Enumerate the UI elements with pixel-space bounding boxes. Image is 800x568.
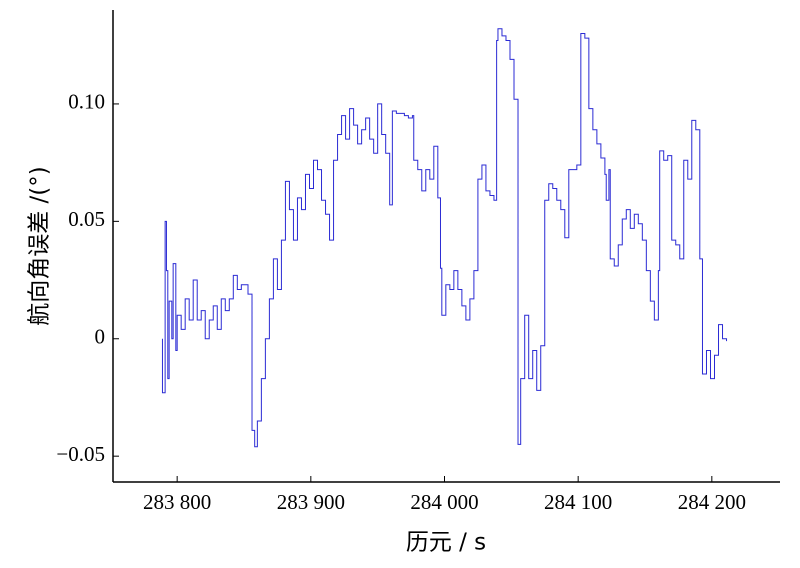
data-line	[161, 28, 728, 448]
y-tick-label: −0.05	[56, 442, 105, 466]
y-axis-title: 航向角误差 /(°)	[27, 166, 53, 326]
x-tick-label: 284 100	[544, 490, 612, 514]
y-tick-label: 0.05	[68, 207, 105, 231]
y-tick-label: 0	[95, 325, 106, 349]
x-tick-label: 283 900	[277, 490, 345, 514]
x-tick-label: 284 200	[678, 490, 746, 514]
x-tick-label: 283 800	[143, 490, 211, 514]
y-tick-label: 0.10	[68, 90, 105, 114]
x-tick-label: 284 000	[410, 490, 478, 514]
x-axis-title: 历元 / s	[406, 530, 486, 556]
